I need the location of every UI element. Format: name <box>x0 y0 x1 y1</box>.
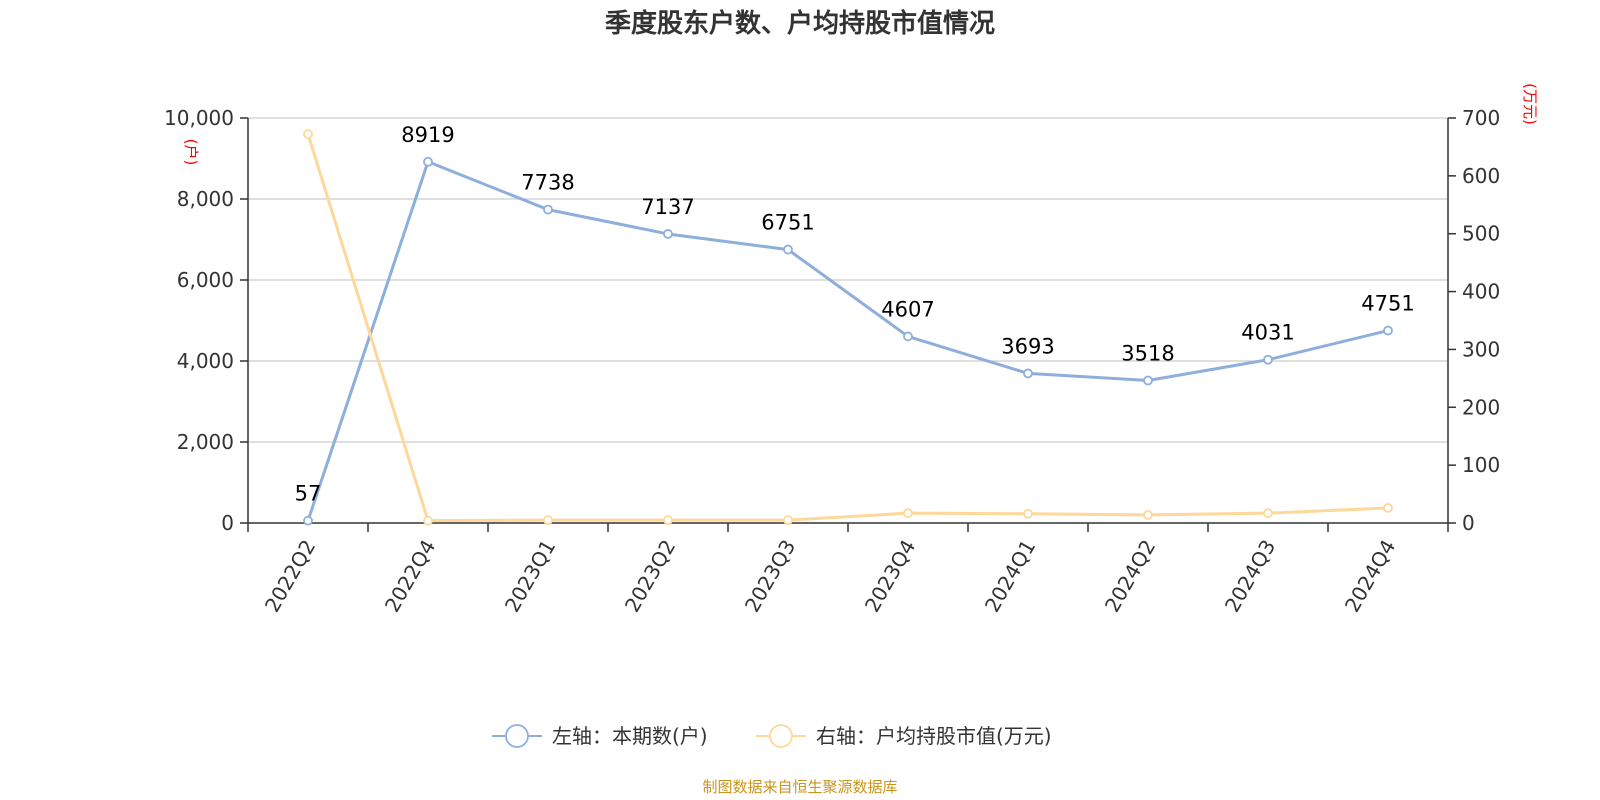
data-point <box>303 129 313 140</box>
data-point <box>543 204 553 215</box>
legend-item-0[interactable]: 左轴：本期数(户) <box>492 724 708 748</box>
series-1 <box>303 129 1393 526</box>
axes: 0 2,000 4,000 6,000 8,000 10,000 0 100 200 300 400… <box>164 83 1539 616</box>
data-point <box>903 331 913 342</box>
right-tick-label: 300 <box>1462 337 1500 361</box>
left-tick-label: 2,000 <box>177 430 234 454</box>
left-tick-label: 0 <box>221 511 234 535</box>
legend[interactable]: 左轴：本期数(户) 右轴：户均持股市值(万元) <box>492 724 1052 748</box>
data-point <box>1143 510 1153 520</box>
right-tick-label: 200 <box>1462 395 1500 419</box>
data-label: 8919 <box>401 123 454 147</box>
series-group: 57 8919 7738 7137 6751 4607 3693 3518 4031 4751 <box>295 123 1415 526</box>
data-point <box>303 515 313 526</box>
grid-lines <box>248 117 1448 443</box>
data-point <box>423 156 433 167</box>
legend-label: 左轴：本期数(户) <box>552 724 708 748</box>
x-tick-label: 2024Q2 <box>1100 536 1160 617</box>
left-axis-unit: (户) <box>182 139 200 166</box>
left-tick-label: 10,000 <box>164 106 234 130</box>
left-tick-label: 6,000 <box>177 268 234 292</box>
x-tick-label: 2023Q2 <box>620 536 680 617</box>
right-axis-unit: (万元) <box>1521 83 1539 125</box>
series-line <box>306 133 1389 523</box>
data-point <box>1023 368 1033 379</box>
right-tick-label: 500 <box>1462 222 1500 246</box>
series-line <box>306 160 1389 522</box>
data-point <box>783 515 793 526</box>
x-tick-label: 2024Q1 <box>980 536 1040 617</box>
left-tick-label: 8,000 <box>177 187 234 211</box>
right-tick-label: 700 <box>1462 106 1500 130</box>
data-label: 6751 <box>761 211 814 235</box>
left-tick-label: 4,000 <box>177 349 234 373</box>
x-tick-label: 2024Q3 <box>1220 536 1280 617</box>
x-tick-label: 2023Q1 <box>500 536 560 617</box>
data-point <box>663 229 673 239</box>
right-tick-label: 0 <box>1462 511 1475 535</box>
data-label: 57 <box>295 482 322 506</box>
x-tick-label: 2023Q3 <box>740 536 800 617</box>
x-tick-label: 2023Q4 <box>860 536 920 617</box>
right-tick-label: 400 <box>1462 280 1500 304</box>
data-label: 4031 <box>1241 321 1294 345</box>
data-point <box>903 508 913 519</box>
data-point <box>1263 354 1273 365</box>
data-point <box>423 515 433 526</box>
data-point <box>1143 375 1153 386</box>
data-point <box>543 515 553 526</box>
legend-item-1[interactable]: 右轴：户均持股市值(万元) <box>756 724 1052 748</box>
data-point <box>783 244 793 255</box>
data-label: 7137 <box>641 195 694 219</box>
data-point <box>663 515 673 526</box>
data-point <box>1383 325 1393 336</box>
data-label: 4607 <box>881 297 934 321</box>
x-tick-label: 2022Q4 <box>380 536 440 617</box>
data-label: 3693 <box>1001 334 1054 358</box>
data-point <box>1263 508 1273 519</box>
legend-circle-icon <box>505 724 529 748</box>
data-label: 3518 <box>1121 342 1174 366</box>
right-tick-label: 600 <box>1462 164 1500 188</box>
data-label: 4751 <box>1361 292 1414 316</box>
x-tick-label: 2022Q2 <box>260 536 320 617</box>
data-point <box>1383 503 1393 513</box>
chart-title: 季度股东户数、户均持股市值情况 <box>605 8 995 39</box>
x-tick-label: 2024Q4 <box>1340 536 1400 617</box>
legend-label: 右轴：户均持股市值(万元) <box>816 724 1052 748</box>
right-tick-label: 100 <box>1462 453 1500 477</box>
source-note: 制图数据来自恒生聚源数据库 <box>702 778 897 796</box>
data-label: 7738 <box>521 171 574 195</box>
legend-circle-icon <box>769 724 793 748</box>
series-0: 57 8919 7738 7137 6751 4607 3693 3518 4031 4751 <box>295 123 1415 526</box>
data-point <box>1023 508 1033 519</box>
